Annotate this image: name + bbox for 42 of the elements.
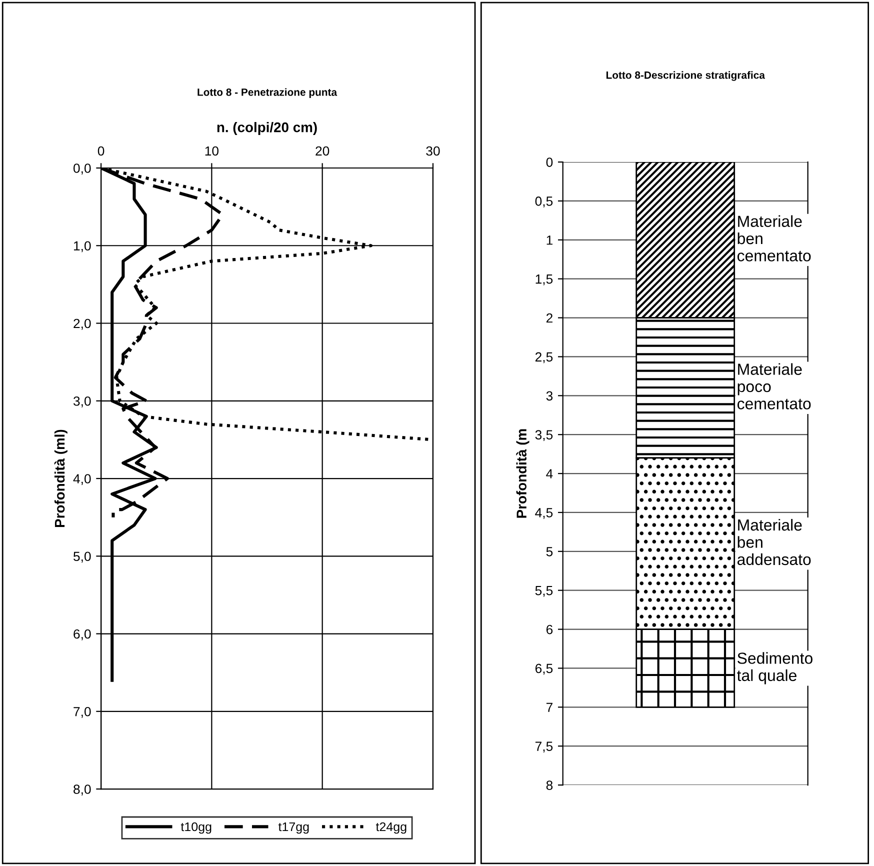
y-tick-label: 4 [546, 469, 553, 478]
legend-label: t24gg [376, 822, 406, 834]
chart-title: Lotto 8-Descrizione stratigrafica [606, 71, 766, 81]
y-tick-label: 3 [546, 391, 553, 401]
series-label: Sedimento tal quale [737, 652, 812, 684]
y-tick-label: 3,0 [73, 396, 91, 408]
y-tick-label: 6,5 [535, 664, 553, 675]
y-tick-label: 6 [546, 624, 553, 634]
y-tick-label: 1,5 [536, 274, 553, 286]
series-label: Materiale ben addensato [737, 518, 811, 566]
y-axis-title: Profondità (m [516, 429, 530, 518]
y-tick-label: 2 [546, 313, 552, 323]
y-tick-label: 2,0 [74, 318, 91, 330]
x-tick-label: 20 [316, 146, 330, 156]
x-tick-label: 30 [426, 146, 440, 156]
x-tick-label: 10 [205, 146, 219, 156]
y-tick-label: 7,0 [74, 706, 91, 718]
y-tick-label: 0 [546, 158, 553, 167]
y-tick-label: 8,0 [74, 784, 91, 796]
chart-title: Lotto 8 - Penetrazione punta [198, 88, 338, 98]
y-tick-label: 8 [546, 780, 553, 790]
legend-label: t10gg [180, 822, 212, 834]
y-tick-label: 0,0 [73, 164, 91, 174]
y-tick-label: 0,5 [535, 196, 553, 208]
series-label: Materiale poco cementato [737, 363, 811, 410]
legend-label: t17gg [278, 822, 309, 834]
y-tick-label: 1 [546, 236, 552, 245]
y-tick-label: 2,5 [535, 352, 553, 364]
y-tick-label: 6,0 [74, 629, 91, 640]
y-tick-label: 3,5 [535, 430, 553, 442]
x-tick-label: 0 [98, 146, 104, 156]
y-tick-label: 1,0 [74, 241, 91, 252]
y-tick-label: 5,0 [74, 552, 91, 563]
y-tick-label: 5,5 [535, 586, 553, 597]
y-axis-title: Profondità (ml) [54, 430, 68, 527]
x-axis-title: n. (colpi/20 cm) [217, 122, 317, 135]
series-label: Materiale ben cementato [737, 215, 811, 262]
y-tick-label: 7 [546, 702, 552, 712]
y-tick-label: 4,5 [535, 508, 553, 519]
y-tick-label: 5 [546, 547, 553, 556]
y-tick-label: 7,5 [535, 742, 553, 753]
y-tick-label: 4,0 [73, 474, 91, 485]
